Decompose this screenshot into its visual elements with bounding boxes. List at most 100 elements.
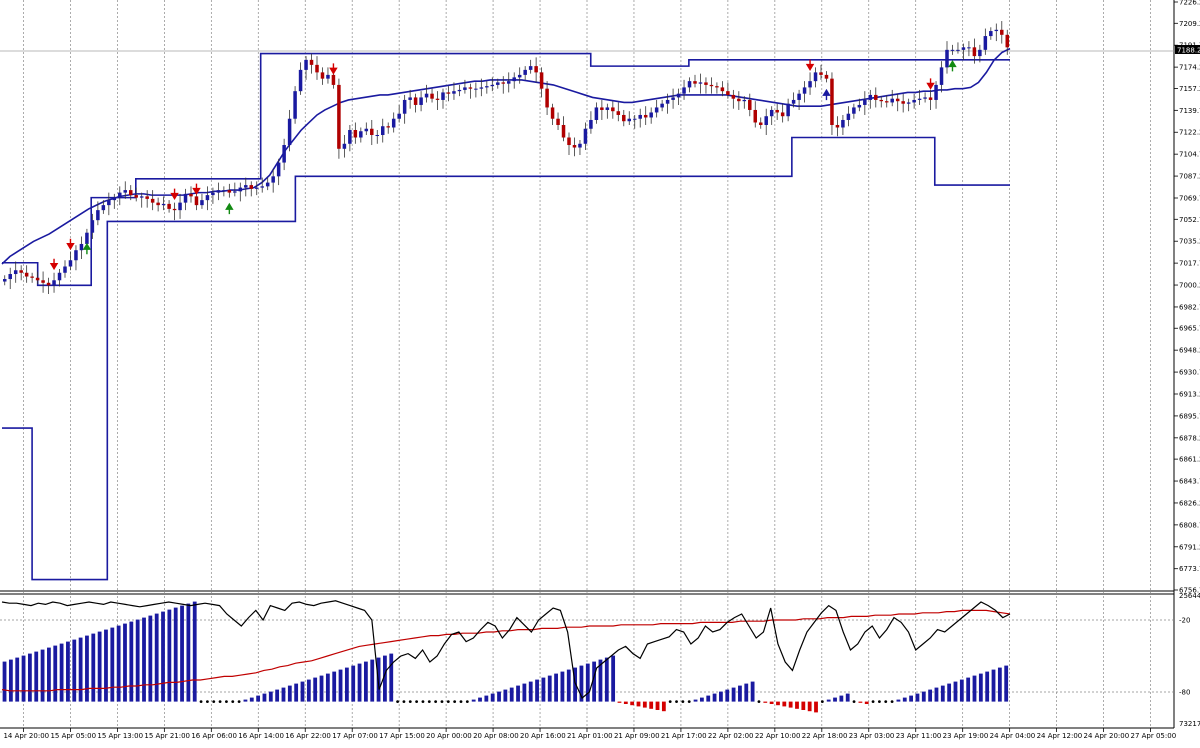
candle-body [857,104,862,108]
histogram-zero-dot [675,700,678,703]
histogram-zero-dot [231,700,235,703]
candle-body [13,270,18,275]
y-tick-label: 6773.70 [1179,565,1200,573]
candle-body [227,190,232,193]
candle-body [775,109,779,113]
x-tick-label: 16 Apr 22:00 [285,732,331,740]
candle-body [961,47,966,50]
histogram-bar [712,693,717,702]
candle-body [46,282,51,286]
candle-body [139,196,144,198]
candle-body [528,66,533,70]
histogram-zero-dot [681,700,685,703]
histogram-bar [833,697,837,702]
candle-body [742,99,747,102]
candle-body [906,102,911,104]
histogram-bar [97,631,102,702]
candle-body [506,81,511,84]
histogram-bar [864,701,869,704]
y-tick-label: 6808.70 [1179,521,1200,529]
histogram-bar [909,695,914,702]
histogram-bar [110,627,115,702]
candle-body [233,191,237,193]
candle-body [52,280,56,286]
x-tick-label: 17 Apr 07:00 [332,732,378,740]
y-tick-label: 6913.20 [1179,391,1200,399]
candle-body [96,210,100,221]
histogram-bar [389,653,394,702]
histogram-bar [490,693,495,702]
histogram-bar [15,657,20,702]
y-tick-label: 7069.70 [1179,195,1200,203]
channel-step-line [2,136,1010,581]
histogram-bar [281,687,286,702]
histogram-bar [249,697,254,702]
candle-body [632,118,637,120]
candle-body [150,198,155,203]
y-tick-label: 7122.20 [1179,129,1200,137]
histogram-bar [959,679,964,702]
candle-body [249,185,254,189]
candle-body [720,87,725,92]
candle-body [638,114,642,119]
candle-body [309,59,314,65]
histogram-bar [1004,665,1009,702]
x-tick-label: 24 Apr 12:00 [1037,732,1083,740]
candle-body [748,99,752,110]
candle-body [769,109,774,117]
channel-step-line [2,52,1010,287]
candle-body [512,77,516,82]
histogram-zero-dot [884,700,888,703]
indicator-axis-label: -80 [1179,689,1190,697]
x-tick-label: 21 Apr 01:00 [567,732,613,740]
candle-body [128,190,133,196]
candle-body [967,47,971,49]
histogram-bar [142,617,146,702]
histogram-bar [738,685,742,702]
candle-body [731,94,736,99]
histogram-bar [275,689,280,702]
x-tick-label: 22 Apr 10:00 [755,732,801,740]
x-tick-label: 23 Apr 11:00 [896,732,942,740]
histogram-bar [161,611,165,702]
histogram-bar [985,671,990,702]
histogram-bar [173,607,178,702]
x-tick-label: 20 Apr 08:00 [473,732,519,740]
histogram-bar [611,655,616,702]
candle-body [567,137,571,146]
histogram-bar [2,661,7,702]
histogram-bar [598,659,603,702]
candle-body [320,72,325,79]
candle-body [841,119,845,128]
histogram-bar [725,689,730,702]
candle-body [687,81,692,88]
histogram-bar [357,663,362,702]
histogram-bar [186,603,191,702]
candle-body [244,185,248,188]
candle-body [600,107,604,110]
candle-body [8,274,12,280]
candle-body [178,202,182,211]
candle-body [435,98,440,100]
histogram-bar [104,629,108,702]
x-tick-label: 22 Apr 18:00 [802,732,848,740]
candle-body [715,86,719,88]
histogram-bar [839,695,844,702]
candle-body [200,200,204,206]
histogram-bar [921,691,926,702]
candle-body [260,186,264,188]
sell-arrow [192,183,201,195]
candle-body [802,87,807,94]
histogram-bar [617,701,622,703]
histogram-zero-dot [871,700,875,703]
histogram-bar [516,685,520,702]
candle-body [79,243,84,251]
candle-body [939,67,944,85]
histogram-bar [256,695,261,702]
candle-body [419,97,423,105]
histogram-bar [560,671,565,702]
candle-body [189,193,193,197]
candle-body [753,109,758,123]
